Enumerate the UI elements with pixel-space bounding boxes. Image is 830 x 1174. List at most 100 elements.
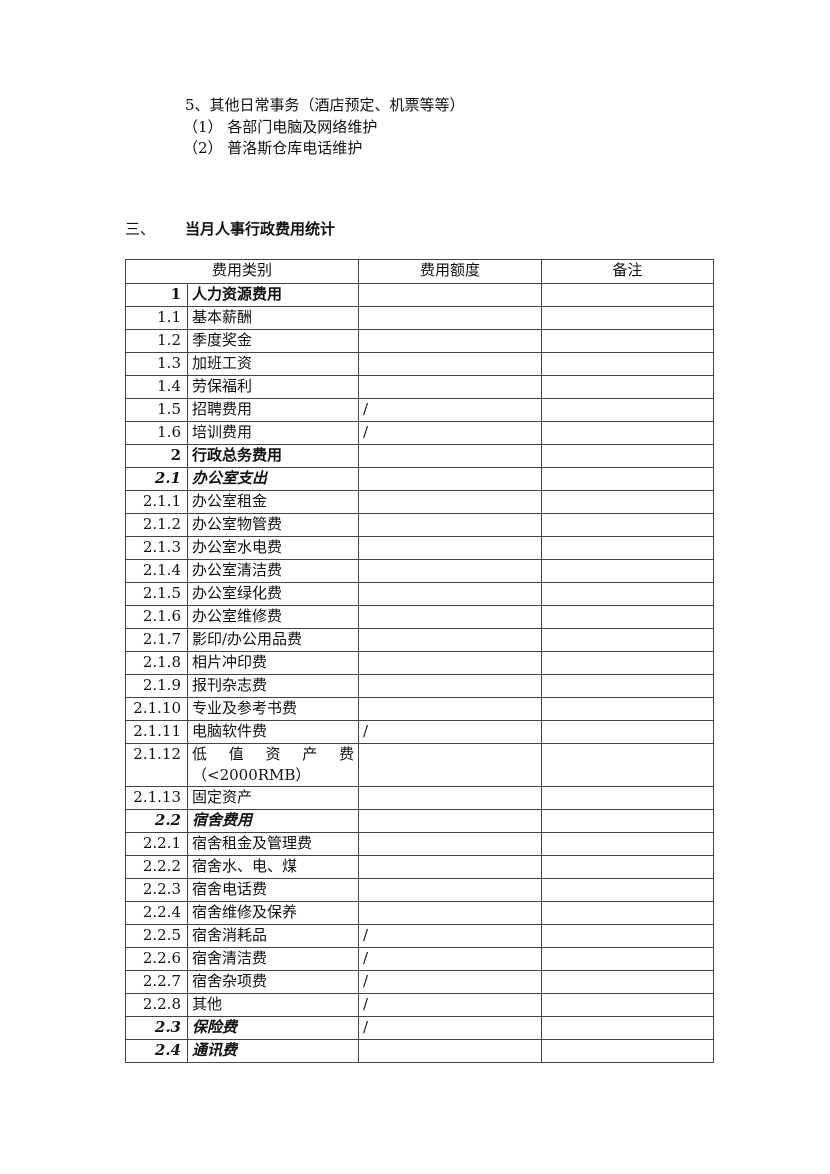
- row-category: 办公室绿化费: [186, 582, 360, 606]
- row-number: 2.1.9: [125, 674, 188, 698]
- row-category: 招聘费用: [186, 398, 360, 422]
- row-amount: [358, 490, 543, 514]
- row-number: 2.1.13: [125, 786, 188, 810]
- row-number: 2.1.8: [125, 651, 188, 675]
- row-amount: [358, 832, 543, 856]
- row-category: 办公室支出: [186, 467, 360, 491]
- table-row: 1.3 加班工资: [125, 352, 715, 376]
- table-row: 1.2 季度奖金: [125, 329, 715, 353]
- table-row: 2.2.8 其他 /: [125, 993, 715, 1017]
- row-category: 宿舍杂项费: [186, 970, 360, 994]
- section-number: 三、: [125, 220, 156, 238]
- row-note: [541, 924, 715, 948]
- row-note: [541, 786, 715, 810]
- row-note: [541, 628, 715, 652]
- row-amount: [358, 352, 543, 376]
- row-note: [541, 605, 715, 629]
- row-category: 加班工资: [186, 352, 360, 376]
- row-number: 1: [125, 283, 188, 307]
- table-row: 2.1.8 相片冲印费: [125, 651, 715, 675]
- row-category: 其他: [186, 993, 360, 1017]
- row-note: [541, 855, 715, 879]
- row-amount: [358, 582, 543, 606]
- table-row: 2.1.11 电脑软件费 /: [125, 720, 715, 744]
- table-row: 2 行政总务费用: [125, 444, 715, 468]
- sub-item-1: （1） 各部门电脑及网络维护: [183, 118, 378, 136]
- row-category: 办公室清洁费: [186, 559, 360, 583]
- header-amount: 费用额度: [358, 259, 543, 284]
- row-amount: [358, 559, 543, 583]
- table-row: 2.1.12 低 值 资 产 费 （<2000RMB）: [125, 743, 715, 787]
- row-category: 宿舍维修及保养: [186, 901, 360, 925]
- row-note: [541, 674, 715, 698]
- row-amount: [358, 283, 543, 307]
- row-category: 通讯费: [186, 1039, 360, 1063]
- row-category: 保险费: [186, 1016, 360, 1040]
- row-amount: [358, 743, 543, 787]
- row-category: 办公室水电费: [186, 536, 360, 560]
- row-number: 1.4: [125, 375, 188, 399]
- row-number: 2: [125, 444, 188, 468]
- row-amount: [358, 513, 543, 537]
- row-number: 1.6: [125, 421, 188, 445]
- row-note: [541, 421, 715, 445]
- row-note: [541, 536, 715, 560]
- row-number: 2.4: [125, 1039, 188, 1063]
- row-category: 办公室维修费: [186, 605, 360, 629]
- row-number: 1.2: [125, 329, 188, 353]
- table-row: 2.1.7 影印/办公用品费: [125, 628, 715, 652]
- row-number: 2.2.7: [125, 970, 188, 994]
- row-category: 季度奖金: [186, 329, 360, 353]
- row-amount: /: [358, 1016, 543, 1040]
- row-amount: /: [358, 947, 543, 971]
- row-amount: [358, 651, 543, 675]
- row-amount: [358, 605, 543, 629]
- row-category: 相片冲印费: [186, 651, 360, 675]
- row-number: 2.2.8: [125, 993, 188, 1017]
- row-note: [541, 283, 715, 307]
- row-category: 宿舍租金及管理费: [186, 832, 360, 856]
- table-row: 2.2.6 宿舍清洁费 /: [125, 947, 715, 971]
- row-amount: /: [358, 970, 543, 994]
- table-row: 2.4 通讯费: [125, 1039, 715, 1063]
- row-category: 行政总务费用: [186, 444, 360, 468]
- row-number: 2.2.3: [125, 878, 188, 902]
- table-row: 2.1.5 办公室绿化费: [125, 582, 715, 606]
- table-header-row: 费用类别 费用额度 备注: [124, 259, 715, 284]
- row-category: 电脑软件费: [186, 720, 360, 744]
- row-note: [541, 651, 715, 675]
- row-amount: [358, 809, 543, 833]
- table-row: 2.2.7 宿舍杂项费 /: [125, 970, 715, 994]
- row-category: 影印/办公用品费: [186, 628, 360, 652]
- row-note: [541, 375, 715, 399]
- row-number: 2.1.12: [125, 743, 188, 787]
- row-category: 基本薪酬: [186, 306, 360, 330]
- row-amount: [358, 329, 543, 353]
- row-number: 2.1.11: [125, 720, 188, 744]
- table-row: 2.1.1 办公室租金: [125, 490, 715, 514]
- row-note: [541, 582, 715, 606]
- row-amount: [358, 1039, 543, 1063]
- row-number: 2.1.5: [125, 582, 188, 606]
- row-category: 报刊杂志费: [186, 674, 360, 698]
- row-amount: [358, 628, 543, 652]
- row-amount: [358, 697, 543, 721]
- row-number: 2.1.3: [125, 536, 188, 560]
- row-category: 宿舍电话费: [186, 878, 360, 902]
- row-amount: [358, 306, 543, 330]
- table-row: 2.1.3 办公室水电费: [125, 536, 715, 560]
- row-category: 人力资源费用: [186, 283, 360, 307]
- table-row: 2.1.4 办公室清洁费: [125, 559, 715, 583]
- row-amount: [358, 536, 543, 560]
- table-row: 2.3 保险费 /: [125, 1016, 715, 1040]
- row-note: [541, 947, 715, 971]
- row-note: [541, 467, 715, 491]
- row-category: 专业及参考书费: [186, 697, 360, 721]
- row-number: 2.1.10: [125, 697, 188, 721]
- row-note: [541, 993, 715, 1017]
- row-note: [541, 1039, 715, 1063]
- row-category: 宿舍消耗品: [186, 924, 360, 948]
- table-row: 2.1.9 报刊杂志费: [125, 674, 715, 698]
- table-row: 1.6 培训费用 /: [125, 421, 715, 445]
- table-row: 2.1.2 办公室物管费: [125, 513, 715, 537]
